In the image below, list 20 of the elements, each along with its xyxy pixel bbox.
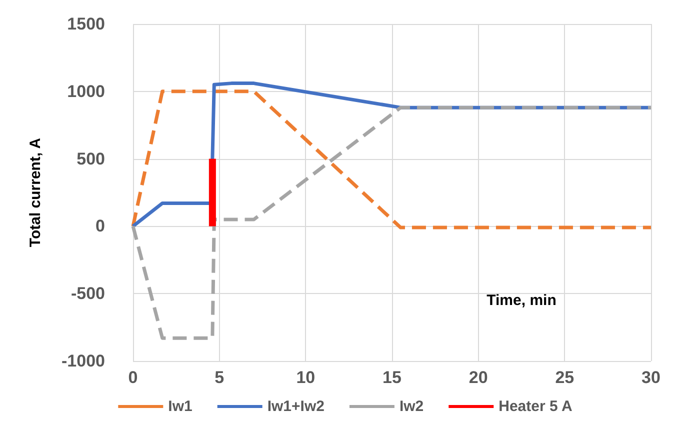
x-tick-label: 5 <box>214 368 224 387</box>
x-tick-label: 15 <box>382 368 402 387</box>
y-tick-label: -1000 <box>62 352 105 370</box>
y-axis-title: Total current, A <box>27 138 44 248</box>
legend-label: Iw1+Iw2 <box>267 398 324 415</box>
y-tick-label: 1000 <box>67 82 105 101</box>
legend-label: Iw1 <box>168 398 192 415</box>
x-tick-label: 20 <box>468 368 488 387</box>
y-tick-label: 1500 <box>67 14 105 34</box>
line-series <box>131 106 653 340</box>
x-tick-label: 0 <box>128 368 138 387</box>
x-tick-label: 25 <box>555 368 574 387</box>
y-tick-label: -500 <box>70 284 105 304</box>
y-tick-label: 500 <box>76 149 105 168</box>
x-tick-label: 30 <box>642 368 660 387</box>
x-axis-title: Time, min <box>486 292 556 309</box>
legend-label: Heater 5 A <box>498 398 572 415</box>
x-tick-label: 10 <box>296 368 316 387</box>
legend-label: Iw2 <box>399 398 424 415</box>
y-tick-label: 0 <box>96 216 105 236</box>
